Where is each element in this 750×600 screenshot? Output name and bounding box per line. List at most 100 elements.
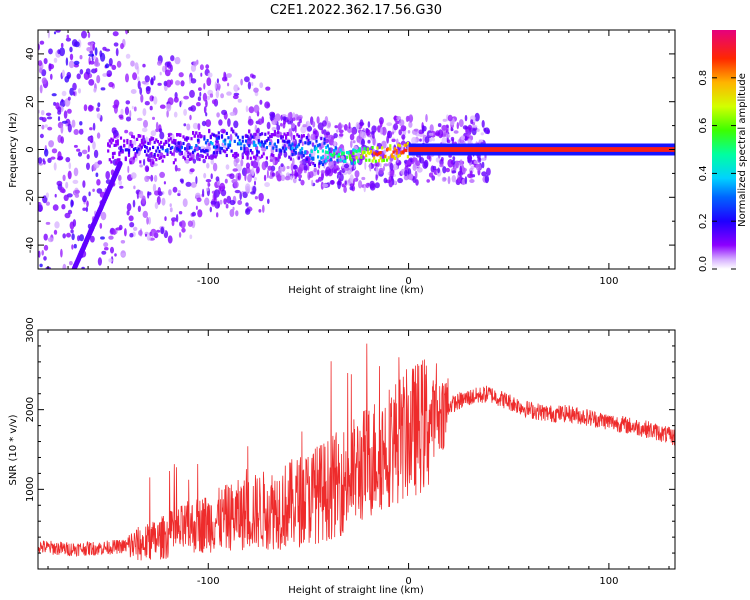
spectrogram-speckle	[412, 164, 417, 171]
spectrogram-speckle	[411, 136, 417, 145]
spectrogram-speckle	[198, 87, 202, 91]
spectrogram-ridge-cell	[236, 135, 240, 139]
spectrogram-speckle	[470, 119, 474, 125]
spectrogram-ridge-cell	[228, 140, 232, 144]
spectrogram-ridge-cell	[195, 131, 198, 135]
spectrogram-speckle	[261, 161, 267, 171]
spectrogram-ridge-cell	[350, 161, 353, 165]
spectrogram-speckle	[53, 31, 57, 35]
spectrogram-speckle	[181, 227, 186, 233]
spectrogram-speckle	[150, 130, 157, 137]
spectrogram-speckle	[61, 90, 67, 97]
spectrogram-ridge-cell	[394, 147, 397, 151]
spectrogram-speckle	[452, 156, 456, 161]
spectrogram-ridge-cell	[171, 140, 174, 144]
spectrogram-speckle	[205, 64, 210, 69]
spectrogram-ridge-cell	[405, 143, 408, 147]
spectrogram-speckle	[70, 229, 74, 234]
spectrogram-speckle	[104, 247, 109, 251]
spectrogram-speckle	[352, 140, 356, 144]
spectrogram-ridge-cell	[297, 134, 300, 138]
spectrogram-speckle	[245, 105, 249, 113]
spectrogram-speckle	[467, 124, 473, 131]
spectrogram-speckle	[280, 114, 283, 121]
spectrogram-ridge-cell	[127, 148, 131, 153]
spectrogram-speckle	[339, 133, 344, 137]
spectrogram-speckle	[280, 174, 286, 181]
spectrogram-ridge-cell	[270, 134, 273, 139]
spectrogram-ridge-cell	[299, 139, 302, 144]
spectrogram-speckle	[141, 127, 148, 133]
spectrogram-speckle	[404, 169, 408, 177]
x-tick-label: -100	[197, 276, 220, 287]
spectrogram-ridge-cell	[317, 144, 320, 148]
spectrogram-ridge-cell	[333, 152, 336, 156]
spectrogram-speckle	[173, 149, 176, 157]
spectrogram-ridge-cell	[188, 152, 191, 156]
spectrogram-ridge-cell	[153, 140, 156, 144]
spectrogram-ridge-cell	[144, 144, 147, 148]
spectrogram-speckle	[233, 84, 239, 92]
spectrogram-speckle	[68, 162, 72, 170]
spectrogram-ridge-cell	[312, 162, 315, 166]
x-tick-label: 0	[405, 576, 411, 587]
spectrogram-speckle	[120, 240, 126, 244]
spectrogram-ridge-cell	[111, 152, 115, 156]
spectrogram-ridge-cell	[394, 156, 397, 160]
spectrogram-ridge-cell	[227, 136, 230, 140]
spectrogram-speckle	[81, 149, 88, 155]
spectrogram-speckle	[334, 125, 339, 129]
colorbar-tick-label: 0.0	[698, 256, 709, 272]
spectrogram-speckle	[60, 248, 63, 258]
spectrogram-speckle	[92, 188, 95, 192]
spectrogram-speckle	[252, 160, 258, 169]
spectrogram-speckle	[72, 179, 79, 184]
spectrogram-ridge-cell	[318, 161, 321, 165]
spectrogram-ridge-cell	[110, 160, 113, 164]
spectrogram-ridge-cell	[261, 140, 264, 144]
spectrogram-speckle	[83, 104, 88, 112]
spectrogram-speckle	[90, 136, 93, 143]
spectrogram-speckle	[369, 162, 372, 172]
spectrogram-ridge-cell	[172, 141, 175, 145]
spectrogram-panel: -100 0 100 -40 -20 0 20 40 Height of straight l…	[8, 29, 676, 296]
spectrogram-speckle	[93, 55, 97, 60]
spectrogram-ridge-cell	[301, 147, 304, 151]
spectrogram-speckle	[81, 30, 87, 39]
spectrogram-ridge-cell	[317, 155, 320, 159]
spectrogram-speckle	[148, 216, 151, 225]
spectrogram-ridge-cell	[152, 137, 155, 141]
spectrogram-speckle	[224, 178, 228, 184]
spectrogram-speckle	[253, 87, 259, 93]
spectrogram-ridge-cell	[377, 151, 381, 155]
spectrogram-ridge-cell	[198, 146, 201, 150]
spectrogram-ridge-cell	[212, 133, 216, 137]
spectrogram-speckle	[210, 173, 213, 180]
spectrogram-speckle	[74, 193, 80, 198]
spectrogram-speckle	[476, 128, 480, 132]
spectrogram-speckle	[39, 133, 44, 139]
spectrogram-speckle	[108, 235, 114, 240]
spectrogram-speckle	[189, 76, 192, 85]
spectrogram-ridge-cell	[275, 157, 278, 161]
spectrogram-ridge-cell	[261, 132, 264, 136]
spectrogram-speckle	[191, 211, 196, 217]
spectrogram-ridge-cell	[313, 147, 316, 151]
spectrogram-ridge-cell	[182, 135, 185, 139]
spectrogram-speckle	[301, 141, 304, 147]
spectrogram-speckle	[108, 58, 113, 66]
spectrogram-ridge-cell	[256, 129, 259, 133]
spectrogram-speckle	[212, 162, 218, 172]
spectrogram-speckle	[207, 72, 213, 78]
spectrogram-ridge-cell	[177, 141, 180, 145]
spectrogram-speckle	[451, 128, 454, 132]
spectrogram-ridge-cell	[403, 143, 406, 148]
spectrogram-speckle	[38, 67, 43, 74]
spectrogram-speckle	[157, 82, 162, 86]
spectrogram-ridge-cell	[318, 159, 321, 163]
spectrogram-speckle	[383, 177, 388, 184]
spectrogram-speckle	[74, 189, 80, 194]
spectrogram-ridge-cell	[387, 147, 390, 151]
spectrogram-speckle	[349, 133, 355, 141]
spectrogram-speckle	[426, 179, 431, 183]
